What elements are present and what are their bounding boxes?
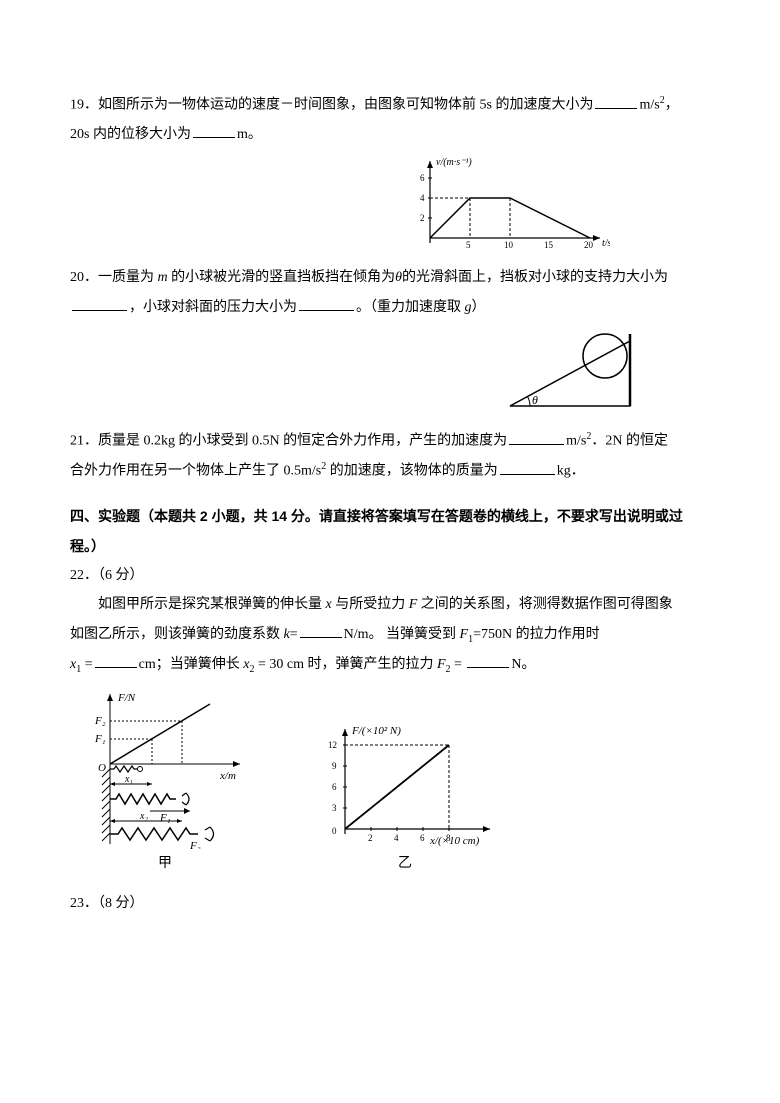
svg-text:10: 10: [504, 240, 514, 250]
q21-blank-2[interactable]: [500, 460, 555, 475]
svg-text:9: 9: [332, 761, 337, 771]
svg-text:12: 12: [328, 740, 337, 750]
svg-text:x₂: x₂: [139, 811, 148, 822]
svg-text:2: 2: [368, 833, 373, 843]
svg-text:θ: θ: [532, 393, 538, 407]
svg-text:6: 6: [332, 782, 337, 792]
svg-text:F₂: F₂: [94, 715, 106, 727]
q22-num: 22．（6 分）: [70, 561, 710, 590]
svg-text:F₁: F₁: [94, 733, 106, 745]
svg-text:8: 8: [446, 833, 451, 843]
fig-yi-label: 乙: [310, 849, 500, 878]
svg-text:5: 5: [466, 240, 471, 250]
svg-text:6: 6: [420, 173, 425, 183]
question-23: 23．（8 分）: [70, 889, 710, 918]
q19-para-1: 19．如图所示为一物体运动的速度－时间图象，由图象可知物体前 5s 的加速度大小…: [70, 90, 710, 120]
q19-unit-a: m/s: [639, 98, 659, 113]
q19-tail-a: ，: [665, 98, 679, 113]
vt-ylabel: v/(m·s⁻¹): [436, 157, 472, 168]
q22-para-3: x1 =cm；当弹簧伸长 x2 = 30 cm 时，弹簧产生的拉力 F2 = N…: [70, 650, 710, 680]
q21-blank-1[interactable]: [509, 429, 564, 444]
section-4-title: 四、实验题（本题共 2 小题，共 14 分。请直接将答案填写在答题卷的横线上，不…: [70, 502, 710, 561]
q19-num: 19．: [70, 98, 98, 113]
fx-graph: F/(×10² N) x/(×10 cm) 0 3 6 9 12 2 4 6 8: [310, 719, 500, 849]
q22-blank-k[interactable]: [300, 622, 342, 637]
svg-text:4: 4: [420, 193, 425, 203]
svg-text:6: 6: [420, 833, 425, 843]
q20-num: 20．: [70, 270, 98, 285]
q22-para-1: 如图甲所示是探究某根弹簧的伸长量 x 与所受拉力 F 之间的关系图，将测得数据作…: [70, 590, 710, 619]
q19-text-b: 20s 内的位移大小为: [70, 127, 191, 142]
svg-text:4: 4: [394, 833, 399, 843]
q19-para-2: 20s 内的位移大小为 m。: [70, 120, 710, 149]
svg-text:2: 2: [420, 213, 425, 223]
q22-blank-x1[interactable]: [95, 652, 137, 667]
svg-text:15: 15: [544, 240, 554, 250]
svg-text:F₁: F₁: [159, 812, 171, 824]
svg-text:F/N: F/N: [117, 692, 136, 704]
svg-text:F/(×10² N): F/(×10² N): [351, 725, 401, 737]
q21-para-1: 21．质量是 0.2kg 的小球受到 0.5N 的恒定合外力作用，产生的加速度为…: [70, 426, 710, 456]
q23-num: 23．（8 分）: [70, 889, 710, 918]
svg-text:O: O: [98, 762, 106, 774]
q20-para-2: ，小球对斜面的压力大小为。（重力加速度取 g）: [70, 293, 710, 322]
svg-text:x/m: x/m: [219, 770, 236, 782]
svg-text:3: 3: [332, 803, 337, 813]
q22-blank-F2[interactable]: [467, 652, 509, 667]
svg-text:0: 0: [332, 826, 337, 836]
q21-para-2: 合外力作用在另一个物体上产生了 0.5m/s2 的加速度，该物体的质量为kg．: [70, 456, 710, 486]
q19-blank-1[interactable]: [595, 93, 637, 108]
svg-text:F₂: F₂: [189, 840, 201, 849]
q19-text-a: 如图所示为一物体运动的速度－时间图象，由图象可知物体前 5s 的加速度大小为: [98, 98, 593, 113]
q22-para-2: 如图乙所示，则该弹簧的劲度系数 k=N/m。 当弹簧受到 F1=750N 的拉力…: [70, 620, 710, 650]
q19-unit-b: m。: [237, 127, 262, 142]
q20-figure: θ: [70, 326, 710, 416]
question-21: 21．质量是 0.2kg 的小球受到 0.5N 的恒定合外力作用，产生的加速度为…: [70, 426, 710, 486]
vt-xlabel: t/s: [602, 238, 610, 249]
fig-yi: F/(×10² N) x/(×10 cm) 0 3 6 9 12 2 4 6 8: [310, 719, 500, 878]
question-22: 22．（6 分） 如图甲所示是探究某根弹簧的伸长量 x 与所受拉力 F 之间的关…: [70, 561, 710, 879]
q21-num: 21．: [70, 434, 98, 449]
incline-diagram: θ: [500, 326, 650, 416]
question-19: 19．如图所示为一物体运动的速度－时间图象，由图象可知物体前 5s 的加速度大小…: [70, 90, 710, 253]
svg-text:x₁: x₁: [124, 774, 133, 785]
q22-figures: F/N x/m O F₂ F₁: [70, 689, 710, 878]
q20-para-1: 20．一质量为 m 的小球被光滑的竖直挡板挡在倾角为θ的光滑斜面上，挡板对小球的…: [70, 263, 710, 292]
q19-figure: v/(m·s⁻¹) t/s 2 4 6 5 10 15 20: [70, 153, 710, 253]
fig-jia-label: 甲: [80, 849, 250, 878]
fig-jia: F/N x/m O F₂ F₁: [80, 689, 250, 878]
q19-blank-2[interactable]: [193, 123, 235, 138]
question-20: 20．一质量为 m 的小球被光滑的竖直挡板挡在倾角为θ的光滑斜面上，挡板对小球的…: [70, 263, 710, 416]
q20-blank-2[interactable]: [299, 295, 354, 310]
svg-text:20: 20: [584, 240, 594, 250]
vt-graph: v/(m·s⁻¹) t/s 2 4 6 5 10 15 20: [410, 153, 610, 253]
svg-text:x/(×10 cm): x/(×10 cm): [429, 835, 480, 847]
spring-diagram: F/N x/m O F₂ F₁: [80, 689, 250, 849]
q20-blank-1[interactable]: [72, 295, 127, 310]
